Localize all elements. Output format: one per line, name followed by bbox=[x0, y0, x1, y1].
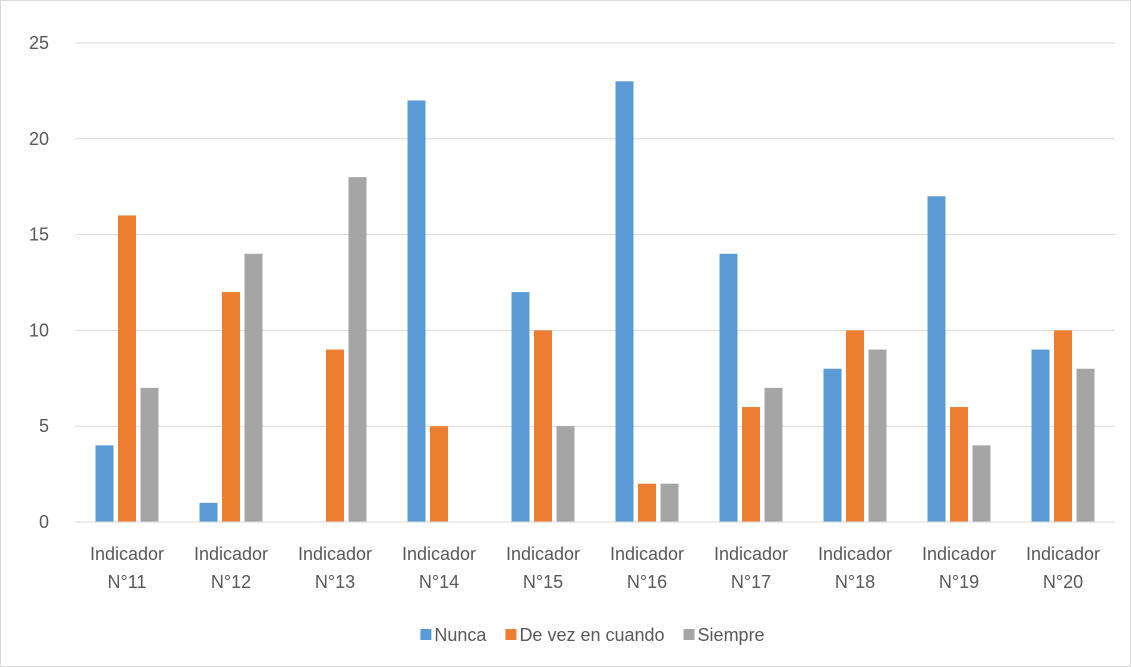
x-tick-label: Indicador bbox=[506, 544, 580, 564]
legend-label: Nunca bbox=[434, 625, 487, 645]
x-tick-label: N°15 bbox=[523, 572, 563, 592]
y-tick-label: 5 bbox=[39, 416, 49, 436]
y-axis: 0 5 10 15 20 25 bbox=[29, 33, 49, 532]
bar-siempre bbox=[556, 426, 575, 522]
y-tick-label: 25 bbox=[29, 33, 49, 53]
bar-de-vez-en-cuando bbox=[846, 330, 864, 522]
x-tick-label: N°19 bbox=[939, 572, 979, 592]
y-tick-label: 20 bbox=[29, 129, 49, 149]
bar-siempre bbox=[244, 253, 263, 522]
bar-nunca bbox=[927, 196, 946, 522]
bar-de-vez-en-cuando bbox=[326, 349, 344, 522]
x-tick-label: Indicador bbox=[298, 544, 372, 564]
bar-siempre bbox=[660, 483, 679, 522]
bar-siempre bbox=[868, 349, 887, 522]
bar-de-vez-en-cuando bbox=[742, 407, 760, 522]
bar-nunca bbox=[1031, 349, 1050, 522]
y-tick-label: 10 bbox=[29, 320, 49, 340]
x-tick-label: Indicador bbox=[1026, 544, 1100, 564]
y-tick-label: 0 bbox=[39, 512, 49, 532]
x-tick-label: Indicador bbox=[714, 544, 788, 564]
x-tick-label: N°12 bbox=[211, 572, 251, 592]
x-tick-label: N°20 bbox=[1043, 572, 1083, 592]
bar-nunca bbox=[719, 253, 738, 522]
bar-siempre bbox=[348, 177, 367, 522]
bar-de-vez-en-cuando bbox=[222, 292, 240, 522]
bar-nunca bbox=[511, 292, 530, 522]
x-tick-label: Indicador bbox=[90, 544, 164, 564]
x-axis: Indicador N°11 Indicador N°12 Indicador N°13 I… bbox=[75, 521, 1115, 592]
x-tick-label: N°14 bbox=[419, 572, 459, 592]
bar-nunca bbox=[95, 445, 114, 522]
bar-de-vez-en-cuando bbox=[430, 426, 448, 522]
bar-nunca bbox=[407, 100, 426, 522]
x-tick-label: N°13 bbox=[315, 572, 355, 592]
bar-siempre bbox=[140, 387, 159, 522]
x-tick-label: N°16 bbox=[627, 572, 667, 592]
legend-swatch-de-vez-en-cuando bbox=[505, 629, 517, 640]
legend-label: Siempre bbox=[698, 625, 765, 645]
x-tick-label: Indicador bbox=[922, 544, 996, 564]
bar-de-vez-en-cuando bbox=[118, 215, 136, 522]
legend: Nunca De vez en cuando Siempre bbox=[420, 625, 765, 645]
legend-swatch-siempre bbox=[683, 629, 695, 640]
bar-de-vez-en-cuando bbox=[1054, 330, 1072, 522]
bar-nunca bbox=[823, 368, 842, 522]
x-tick-label: Indicador bbox=[402, 544, 476, 564]
x-tick-label: Indicador bbox=[194, 544, 268, 564]
bar-siempre bbox=[764, 387, 783, 522]
x-tick-label: Indicador bbox=[610, 544, 684, 564]
bar-nunca bbox=[615, 81, 634, 522]
x-tick-label: N°11 bbox=[108, 572, 147, 592]
bar-siempre bbox=[972, 445, 991, 522]
legend-swatch-nunca bbox=[420, 629, 432, 640]
bar-de-vez-en-cuando bbox=[534, 330, 552, 522]
bar-de-vez-en-cuando bbox=[950, 407, 968, 522]
x-tick-label: N°18 bbox=[835, 572, 875, 592]
legend-label: De vez en cuando bbox=[519, 625, 664, 645]
bar-siempre bbox=[1076, 368, 1095, 522]
bar-de-vez-en-cuando bbox=[638, 483, 656, 522]
y-tick-label: 15 bbox=[29, 225, 49, 245]
x-tick-label: Indicador bbox=[818, 544, 892, 564]
bars bbox=[95, 81, 1095, 522]
bar-nunca bbox=[199, 502, 218, 522]
x-tick-label: N°17 bbox=[731, 572, 771, 592]
